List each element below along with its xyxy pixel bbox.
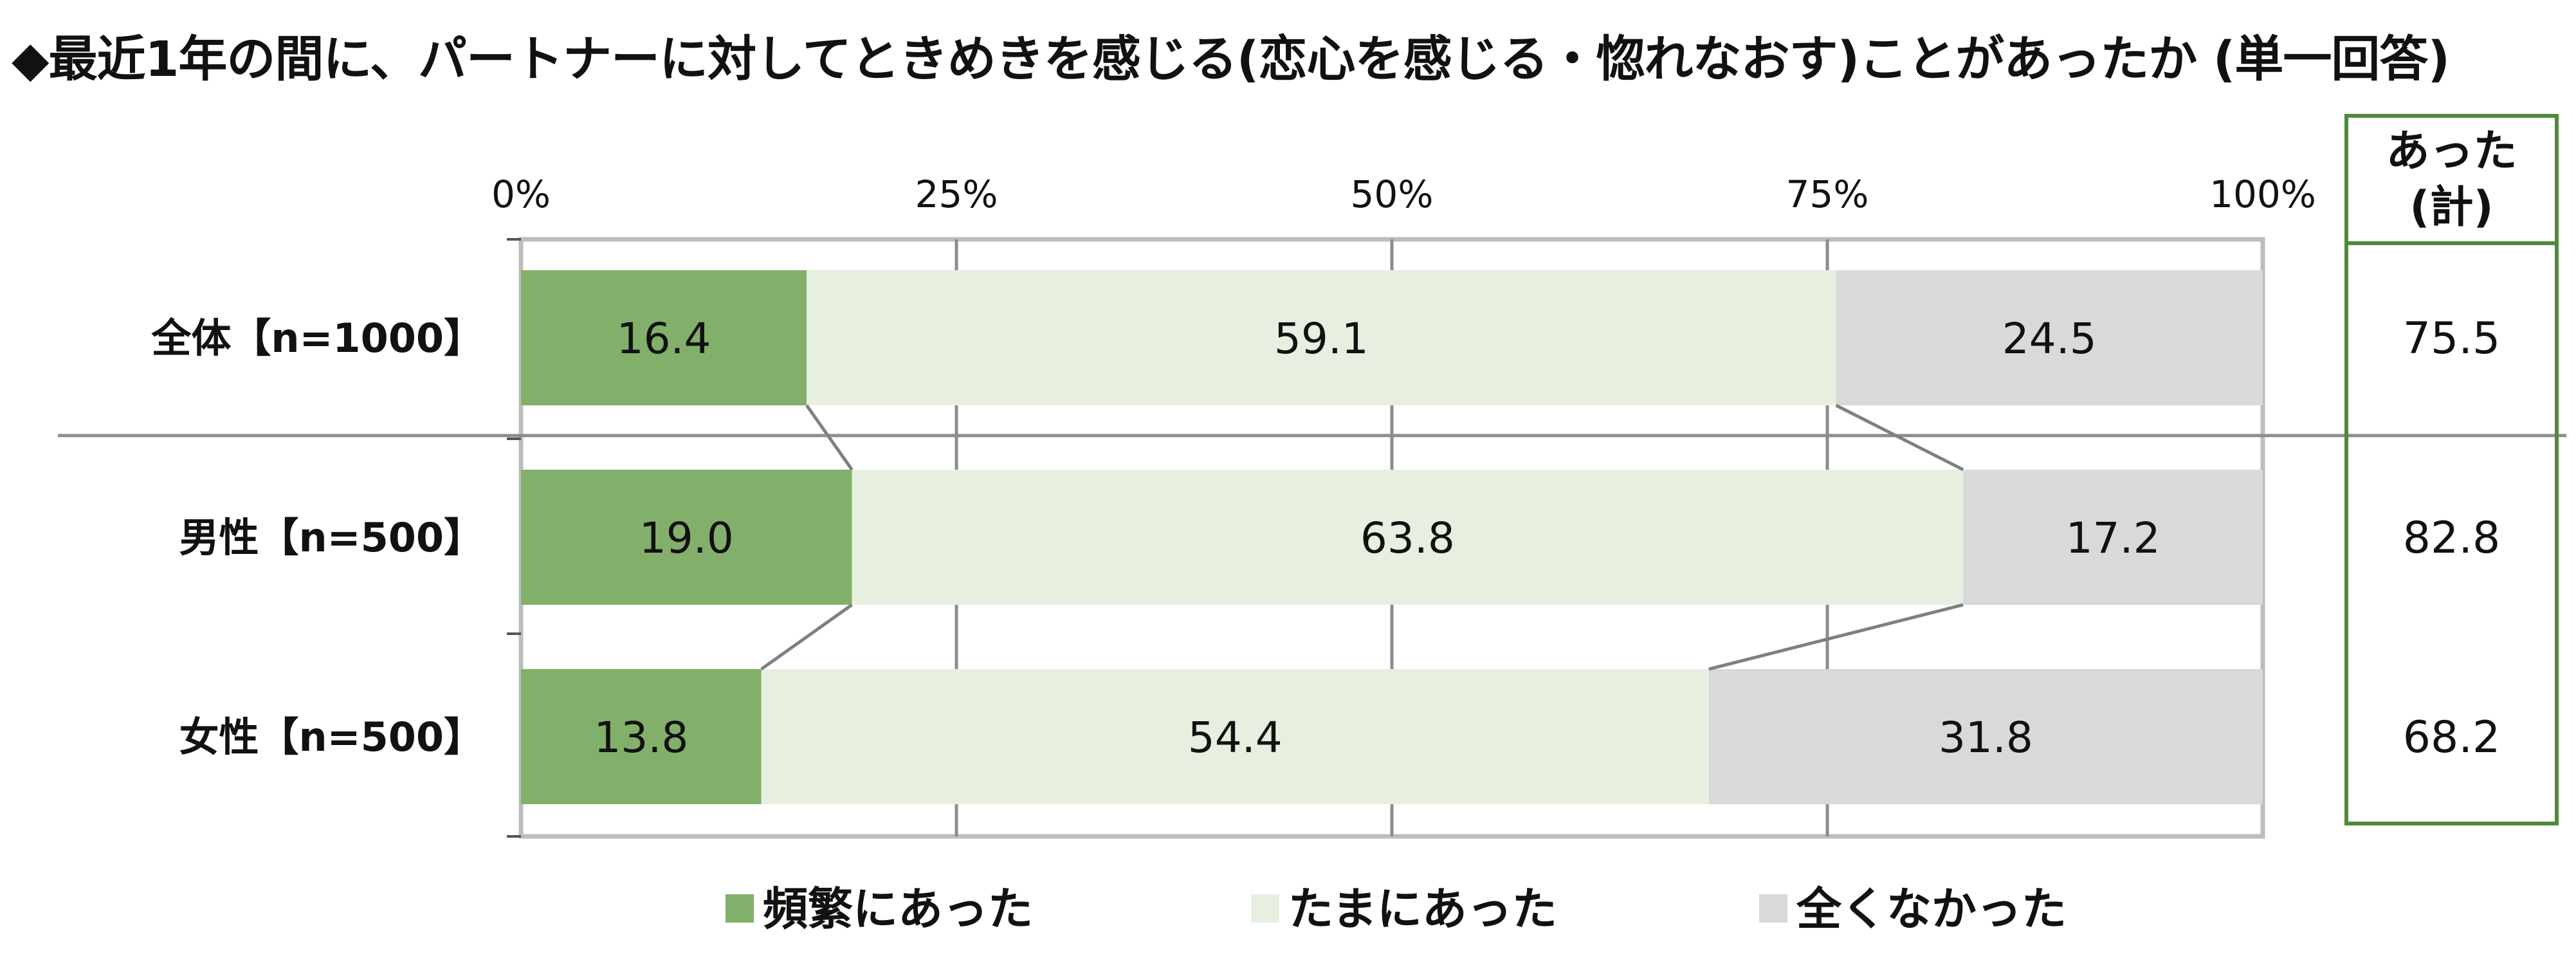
total-column-header-sub: (計) bbox=[2409, 182, 2493, 233]
legend-label: たまにあった bbox=[1288, 883, 1557, 935]
bar-segment bbox=[1708, 669, 2263, 804]
data-label: 31.8 bbox=[1939, 713, 2033, 762]
connector-lines bbox=[760, 403, 1964, 671]
category-label: 女性【n=500】 bbox=[179, 714, 484, 760]
connector-line bbox=[1835, 403, 1964, 472]
x-tick-label: 50% bbox=[1351, 172, 1434, 216]
connector-line bbox=[760, 603, 853, 671]
total-column: あった(計) 75.5 82.8 68.2 bbox=[2344, 114, 2559, 825]
data-label: 59.1 bbox=[1274, 314, 1369, 364]
total-column-header: あった bbox=[2386, 126, 2517, 177]
data-label: 13.8 bbox=[594, 713, 688, 762]
x-axis-ticks: 0% 25% 50% 75% 100% bbox=[491, 172, 2316, 216]
total-value: 75.5 bbox=[2403, 313, 2500, 364]
bar-segment bbox=[807, 270, 1836, 405]
chart-title: ◆最近1年の間に、パートナーに対してときめきを感じる(恋心を感じる・惚れなおす)… bbox=[12, 30, 2450, 87]
x-tick-label: 25% bbox=[915, 172, 998, 216]
x-tick-label: 0% bbox=[491, 172, 551, 216]
connector-line bbox=[805, 404, 854, 471]
bar-segment bbox=[852, 470, 1964, 605]
legend-label: 頻繁にあった bbox=[763, 883, 1033, 935]
category-label: 男性【n=500】 bbox=[179, 514, 484, 561]
legend-swatch bbox=[726, 894, 754, 923]
data-label: 17.2 bbox=[2066, 513, 2160, 563]
data-label: 19.0 bbox=[639, 513, 734, 563]
legend-label: 全くなかった bbox=[1796, 883, 2067, 935]
bars-layer: 16.4 59.1 24.5 19.0 63.8 17.2 13.8 54.4 31.8 bbox=[521, 270, 2263, 804]
bar-segment bbox=[521, 270, 807, 405]
total-column-box bbox=[2344, 114, 2559, 825]
legend-swatch bbox=[1759, 894, 1787, 923]
legend-swatch bbox=[1251, 894, 1279, 923]
data-label: 16.4 bbox=[617, 314, 711, 364]
x-tick-label: 100% bbox=[2209, 172, 2316, 216]
total-value: 68.2 bbox=[2403, 712, 2500, 763]
total-value: 82.8 bbox=[2403, 513, 2500, 564]
data-label: 54.4 bbox=[1188, 713, 1283, 762]
data-label: 63.8 bbox=[1360, 513, 1455, 563]
bar-segment bbox=[761, 669, 1709, 804]
bar-segment bbox=[521, 669, 762, 804]
x-tick-label: 75% bbox=[1786, 172, 1869, 216]
legend: 頻繁にあった たまにあった 全くなかった bbox=[726, 883, 2067, 935]
bar-segment bbox=[1836, 270, 2263, 405]
connector-line bbox=[1708, 603, 1964, 671]
bar-segment bbox=[521, 470, 852, 605]
data-label: 24.5 bbox=[2002, 314, 2097, 364]
bar-segment bbox=[1963, 470, 2263, 605]
category-labels: 全体【n=1000】男性【n=500】女性【n=500】 bbox=[151, 315, 484, 760]
category-label: 全体【n=1000】 bbox=[151, 315, 484, 362]
